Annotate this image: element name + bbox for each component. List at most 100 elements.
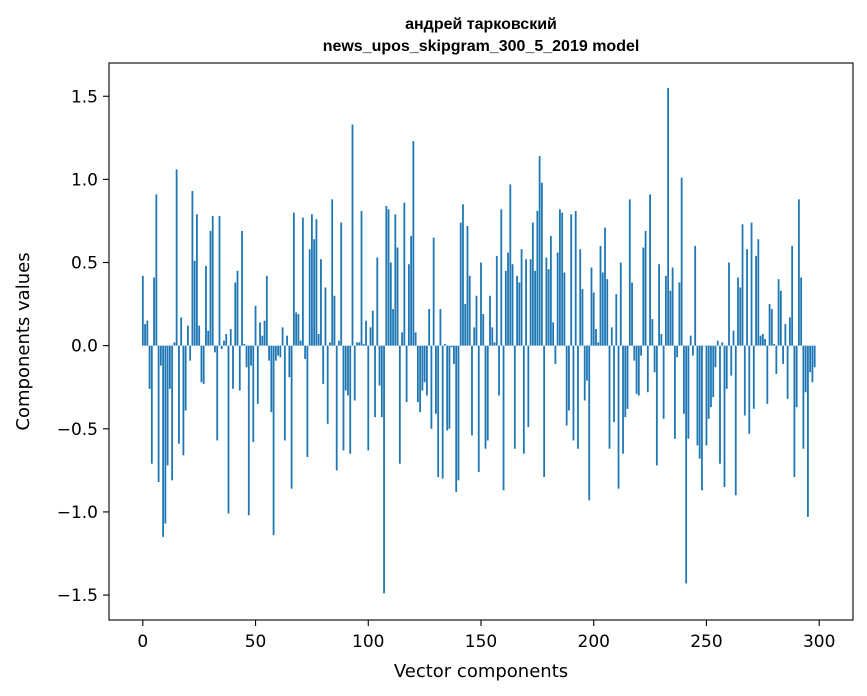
bar bbox=[743, 345, 746, 416]
bar bbox=[448, 345, 451, 429]
y-tick-label: 0.5 bbox=[71, 254, 98, 274]
bar bbox=[153, 277, 155, 346]
bar bbox=[320, 259, 322, 346]
bar bbox=[168, 345, 171, 389]
y-tick-label: −1.5 bbox=[57, 586, 98, 606]
bar bbox=[752, 345, 755, 409]
bar bbox=[279, 345, 282, 358]
bar bbox=[175, 169, 178, 346]
bar bbox=[664, 275, 667, 346]
bar bbox=[811, 345, 814, 383]
bar bbox=[141, 275, 144, 346]
y-tick-label: 0.0 bbox=[71, 337, 98, 357]
bar bbox=[241, 230, 243, 346]
bar bbox=[259, 322, 261, 346]
bar bbox=[369, 327, 372, 346]
bar bbox=[468, 275, 471, 346]
bar bbox=[205, 265, 207, 346]
bar bbox=[646, 345, 649, 393]
bar bbox=[491, 327, 494, 346]
bar bbox=[157, 345, 160, 482]
bar bbox=[270, 345, 273, 413]
bar bbox=[619, 262, 622, 346]
bar bbox=[800, 277, 803, 346]
bar bbox=[795, 345, 798, 408]
bar bbox=[227, 345, 230, 514]
bar bbox=[784, 324, 787, 346]
bar bbox=[347, 345, 349, 396]
bar bbox=[631, 282, 633, 346]
bar bbox=[779, 290, 782, 346]
bar bbox=[748, 345, 751, 434]
bar bbox=[265, 275, 268, 346]
bar bbox=[286, 335, 289, 346]
bar bbox=[518, 282, 521, 346]
bar bbox=[622, 345, 624, 454]
bar bbox=[590, 267, 593, 346]
bar bbox=[547, 269, 550, 346]
bar bbox=[229, 329, 232, 346]
chart-subtitle: news_upos_skipgram_300_5_2019 model bbox=[323, 38, 640, 55]
bar bbox=[719, 345, 721, 464]
bar bbox=[561, 212, 564, 346]
bar bbox=[761, 334, 764, 346]
bar bbox=[660, 334, 663, 346]
bar bbox=[522, 345, 525, 454]
bar bbox=[342, 345, 345, 451]
bar bbox=[344, 345, 347, 391]
bar bbox=[716, 340, 719, 346]
bar bbox=[148, 345, 151, 389]
bar bbox=[324, 287, 327, 346]
bar bbox=[606, 279, 609, 346]
bar bbox=[450, 345, 453, 348]
bar bbox=[405, 345, 408, 403]
bar bbox=[311, 214, 313, 346]
x-axis-ticks: 0 50 100 150 200 250 300 bbox=[137, 620, 835, 652]
bar bbox=[549, 235, 552, 346]
bar bbox=[511, 264, 514, 346]
x-tick-label: 100 bbox=[352, 632, 384, 652]
bar bbox=[597, 342, 600, 346]
bar bbox=[617, 345, 620, 489]
bar bbox=[498, 345, 500, 396]
y-tick-label: −1.0 bbox=[57, 503, 98, 523]
bar bbox=[171, 345, 174, 481]
bar bbox=[536, 210, 539, 346]
bar bbox=[746, 249, 748, 346]
bar bbox=[439, 309, 442, 346]
bar bbox=[313, 239, 316, 346]
y-axis-ticks: −1.5 −1.0 −0.5 0.0 0.5 1.0 1.5 bbox=[57, 87, 109, 606]
bar bbox=[362, 343, 365, 346]
bar bbox=[288, 345, 291, 378]
bar bbox=[701, 345, 703, 491]
bar bbox=[338, 340, 340, 346]
bar bbox=[489, 295, 491, 346]
bar bbox=[326, 345, 329, 424]
bar bbox=[166, 345, 169, 466]
bar bbox=[788, 317, 791, 346]
bar bbox=[392, 309, 394, 346]
bar bbox=[673, 345, 676, 439]
bar bbox=[200, 345, 203, 383]
bar bbox=[694, 245, 697, 346]
bar bbox=[782, 345, 785, 364]
bar bbox=[525, 259, 527, 346]
bar bbox=[252, 345, 255, 443]
bar bbox=[707, 345, 710, 419]
bar bbox=[306, 345, 309, 458]
bar bbox=[723, 345, 726, 487]
bar bbox=[245, 345, 248, 368]
bar bbox=[180, 317, 183, 346]
bar bbox=[676, 345, 679, 358]
bar bbox=[642, 247, 645, 346]
bar bbox=[563, 272, 566, 346]
bar bbox=[398, 345, 401, 464]
bar-group bbox=[141, 87, 816, 594]
bar bbox=[295, 312, 298, 346]
bar bbox=[333, 295, 336, 346]
bar bbox=[604, 227, 606, 346]
bar bbox=[177, 345, 180, 444]
bar bbox=[775, 345, 778, 374]
bar bbox=[360, 210, 363, 346]
bar bbox=[403, 202, 406, 346]
